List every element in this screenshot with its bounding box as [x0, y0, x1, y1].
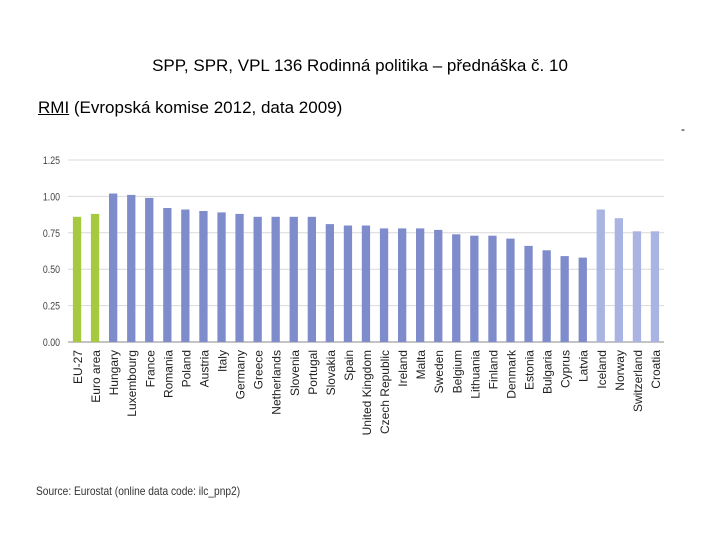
- x-tick-label: Switzerland: [631, 350, 645, 412]
- x-tick-label: Norway: [613, 350, 627, 391]
- bar: [524, 245, 533, 342]
- x-tick-label: France: [143, 350, 157, 388]
- x-tick-label: Czech Republic: [378, 350, 392, 434]
- bar: [109, 193, 118, 342]
- bar: [289, 216, 298, 342]
- bar: [578, 257, 587, 342]
- bar: [542, 250, 551, 342]
- x-tick-label: Cyprus: [559, 350, 573, 388]
- x-tick-label: Slovakia: [324, 350, 338, 396]
- bar: [325, 224, 334, 342]
- x-tick-label: Estonia: [523, 350, 537, 390]
- bar: [307, 216, 316, 342]
- bar: [452, 234, 461, 342]
- x-tick-label: Ireland: [396, 350, 410, 387]
- bar: [398, 228, 407, 342]
- x-tick-label: Belgium: [450, 350, 464, 393]
- x-tick-label: Latvia: [577, 350, 591, 382]
- bar: [470, 235, 479, 342]
- y-tick-label: 0.75: [43, 228, 61, 240]
- y-tick-label: 0.00: [43, 337, 61, 349]
- subtitle-abbreviation: RMI: [38, 98, 70, 117]
- bar: [596, 209, 605, 342]
- x-tick-label: United Kingdom: [360, 350, 374, 435]
- x-tick-label: Sweden: [432, 350, 446, 393]
- x-tick-label: Italy: [216, 350, 230, 372]
- bar: [343, 225, 353, 342]
- bar: [72, 216, 82, 342]
- source-note: Source: Eurostat (online data code: ilc_…: [36, 484, 241, 498]
- x-tick-label: Austria: [197, 350, 211, 388]
- bars: [72, 193, 660, 342]
- bar: [253, 216, 262, 342]
- x-tick-label: Iceland: [595, 350, 609, 389]
- x-tick-label: Denmark: [504, 349, 518, 399]
- footnote-mark: -: [681, 122, 685, 136]
- subtitle-description: (Evropská komise 2012, data 2009): [69, 98, 343, 117]
- x-axis-labels: EU-27 Euro area Hungary Luxembourg France Rom…: [71, 349, 663, 435]
- x-tick-label: Finland: [486, 350, 500, 389]
- x-tick-label: Netherlands: [270, 350, 284, 415]
- bar: [271, 216, 280, 342]
- x-tick-label: Euro area: [89, 350, 103, 403]
- bar: [127, 194, 136, 342]
- bar: [90, 213, 100, 342]
- x-tick-label: Poland: [179, 350, 193, 387]
- bar: [632, 231, 642, 342]
- x-tick-label: Germany: [234, 350, 248, 399]
- x-tick-label: Greece: [252, 350, 266, 390]
- bar: [361, 225, 371, 342]
- bar: [488, 235, 497, 342]
- bar: [217, 212, 226, 342]
- bar: [181, 209, 190, 342]
- x-tick-label: EU-27: [71, 350, 85, 384]
- bar: [434, 229, 443, 342]
- bar: [560, 256, 569, 342]
- x-tick-label: Romania: [161, 350, 175, 398]
- bar: [614, 218, 623, 342]
- x-tick-label: Croatia: [649, 350, 663, 389]
- x-tick-label: Lithuania: [468, 350, 482, 399]
- bar: [235, 213, 244, 342]
- bar: [416, 228, 425, 342]
- y-tick-label: 0.50: [43, 264, 61, 276]
- y-tick-label: 1.00: [43, 192, 61, 204]
- bar: [506, 238, 515, 342]
- y-tick-label: 0.25: [43, 301, 61, 313]
- x-tick-label: Slovenia: [288, 350, 302, 396]
- x-tick-label: Hungary: [107, 350, 121, 395]
- bar: [379, 228, 389, 342]
- page-title: SPP, SPR, VPL 136 Rodinná politika – pře…: [152, 56, 568, 75]
- x-tick-label: Portugal: [306, 350, 320, 395]
- x-tick-label: Spain: [342, 350, 356, 381]
- y-axis-ticks: 0.00 0.25 0.50 0.75 1.00 1.25: [43, 155, 61, 349]
- bar: [163, 208, 172, 342]
- bar: [650, 231, 660, 342]
- chart-subtitle: RMI (Evropská komise 2012, data 2009): [38, 98, 342, 118]
- x-tick-label: Bulgaria: [541, 350, 555, 394]
- bar: [145, 197, 154, 342]
- x-tick-label: Malta: [414, 350, 428, 380]
- y-tick-label: 1.25: [43, 155, 61, 167]
- x-tick-label: Luxembourg: [125, 350, 139, 417]
- bar: [199, 211, 208, 342]
